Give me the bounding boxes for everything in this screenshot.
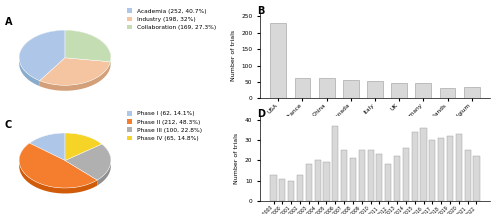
Polygon shape [65,30,111,62]
Polygon shape [19,143,97,193]
Bar [350,158,356,201]
Bar [438,138,444,201]
Polygon shape [19,30,65,86]
Text: B: B [258,6,265,16]
Bar [416,83,431,98]
Bar [367,81,383,98]
Polygon shape [40,62,111,91]
Bar [343,80,358,98]
Bar [376,154,382,201]
Bar [306,165,312,201]
Bar [385,165,392,201]
Bar [392,83,407,98]
Polygon shape [19,30,65,81]
Bar [341,150,347,201]
Polygon shape [65,30,111,67]
Polygon shape [30,133,65,160]
Bar [358,150,365,201]
Bar [464,87,479,98]
Bar [394,156,400,201]
Bar [270,175,276,201]
Bar [420,128,426,201]
Bar [280,179,285,201]
Text: C: C [4,120,12,130]
Legend: Academia (252, 40.7%), Industry (198, 32%), Collaboration (169, 27.3%): Academia (252, 40.7%), Industry (198, 32… [126,7,218,31]
Bar [270,23,286,98]
Bar [319,78,334,98]
Bar [447,136,453,201]
Bar [430,140,436,201]
Bar [324,162,330,201]
Polygon shape [65,133,102,160]
Bar [412,132,418,201]
Y-axis label: Number of trials: Number of trials [230,30,235,81]
Bar [474,156,480,201]
Bar [464,150,470,201]
Bar [314,160,320,201]
Bar [403,148,409,201]
Polygon shape [40,58,111,85]
Bar [294,78,310,98]
Bar [456,134,462,201]
Bar [288,181,294,201]
Polygon shape [19,143,97,188]
Text: A: A [4,18,12,27]
Bar [440,88,456,98]
Bar [368,150,374,201]
Text: D: D [258,109,266,119]
Bar [297,175,303,201]
Bar [332,126,338,201]
Polygon shape [65,144,111,180]
Polygon shape [97,144,111,186]
Legend: Phase I (62, 14.1%), Phase II (212, 48.3%), Phase III (100, 22.8%), Phase IV (65: Phase I (62, 14.1%), Phase II (212, 48.3… [126,110,204,142]
Y-axis label: Number of trials: Number of trials [234,133,240,184]
